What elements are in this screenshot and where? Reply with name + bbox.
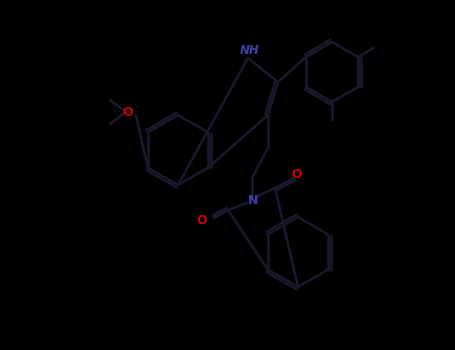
Text: NH: NH (240, 44, 260, 57)
Text: N: N (248, 195, 258, 208)
Text: O: O (292, 168, 302, 182)
Text: O: O (123, 105, 133, 119)
Text: O: O (197, 214, 207, 226)
